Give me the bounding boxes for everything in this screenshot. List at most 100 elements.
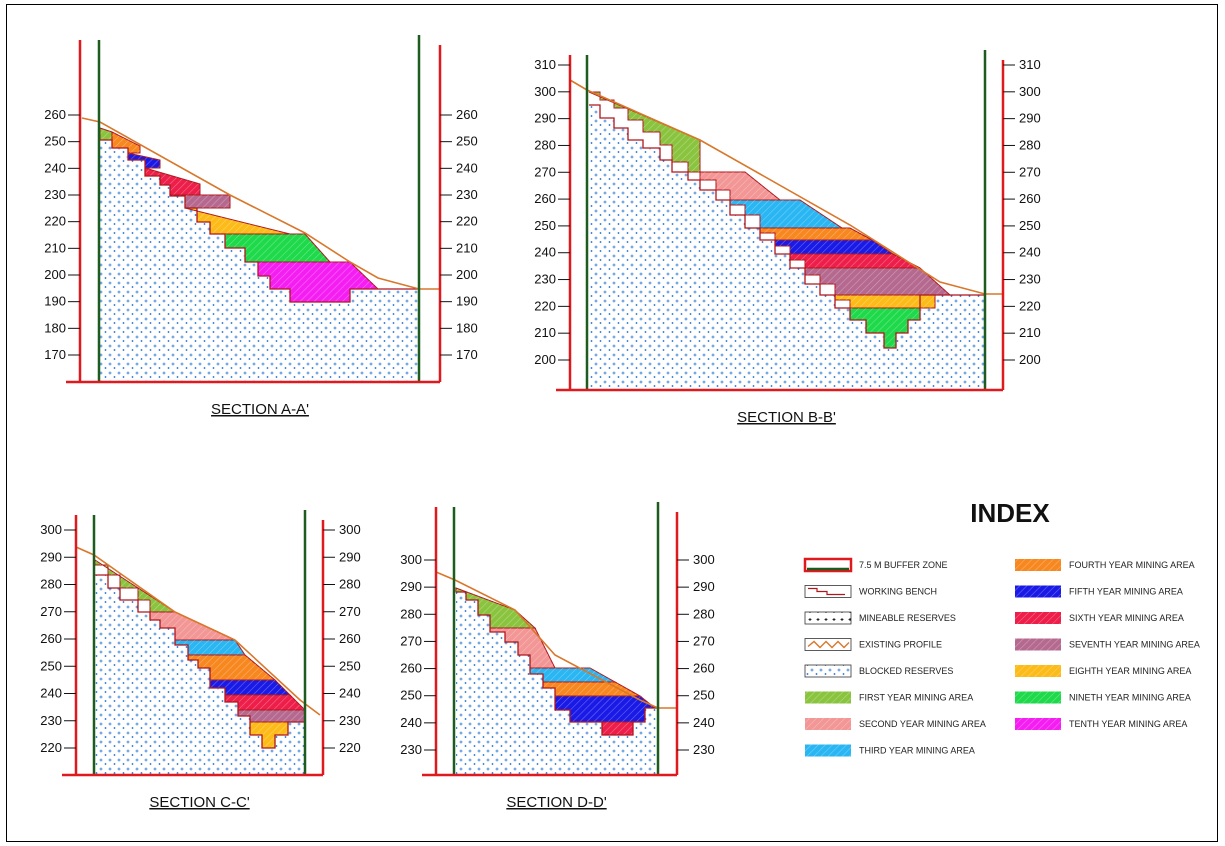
legend-label: MINEABLE RESERVES — [859, 613, 956, 623]
existing-profile-line — [81, 117, 440, 290]
year-10-symbol-hatch — [1015, 718, 1061, 730]
legend-item: NINETH YEAR MINING AREA — [1015, 691, 1191, 704]
working-bench-symbol-line — [808, 587, 845, 596]
legend-label: TENTH YEAR MINING AREA — [1069, 719, 1187, 729]
left-tick-label: 250 — [400, 688, 422, 703]
blocked-reserves-area — [456, 592, 658, 775]
year-4-hatch — [760, 228, 872, 240]
right-tick-label: 210 — [456, 240, 478, 255]
year-1-symbol-hatch — [805, 691, 851, 704]
left-tick-label: 280 — [40, 577, 62, 592]
year-10-hatch — [245, 262, 378, 302]
right-tick-label: 250 — [693, 688, 715, 703]
right-tick-label: 270 — [1019, 164, 1041, 179]
right-tick-label: 250 — [1019, 218, 1041, 233]
year-5-symbol-hatch — [1015, 585, 1061, 598]
mineable-reserves-symbol — [804, 611, 852, 625]
right-tick-label: 290 — [1019, 111, 1041, 126]
legend-item: SECOND YEAR MINING AREA — [805, 718, 986, 730]
right-tick-label: 220 — [456, 214, 478, 229]
right-tick-label: 290 — [339, 549, 361, 564]
year-6-hatch — [790, 254, 920, 268]
year-5-hatch — [775, 240, 893, 254]
legend-item: EXISTING PROFILE — [804, 638, 942, 651]
year-5-hatch — [128, 153, 160, 168]
left-tick-label: 270 — [534, 164, 556, 179]
existing-profile-symbol — [804, 638, 852, 651]
right-tick-label: 190 — [456, 294, 478, 309]
legend-item: THIRD YEAR MINING AREA — [805, 744, 975, 757]
right-tick-label: 260 — [339, 631, 361, 646]
left-tick-label: 250 — [534, 218, 556, 233]
year-9-hatch — [210, 234, 330, 262]
legend-label: FIFTH YEAR MINING AREA — [1069, 587, 1183, 597]
legend-label: NINETH YEAR MINING AREA — [1069, 693, 1191, 703]
year-1-hatch — [456, 588, 535, 628]
right-tick-label: 200 — [456, 267, 478, 282]
left-tick-label: 230 — [40, 713, 62, 728]
year-3-hatch — [175, 640, 245, 655]
legend-label: EXISTING PROFILE — [859, 640, 942, 650]
legend-label: FOURTH YEAR MINING AREA — [1069, 560, 1195, 570]
year-9-hatch — [850, 308, 920, 348]
year-2-hatch — [700, 172, 780, 200]
right-tick-label: 220 — [1019, 298, 1041, 313]
left-tick-label: 200 — [44, 267, 66, 282]
left-tick-label: 260 — [44, 107, 66, 122]
year-1-hatch — [589, 92, 700, 172]
left-tick-label: 310 — [534, 57, 556, 72]
legend-label: THIRD YEAR MINING AREA — [859, 746, 975, 756]
right-tick-label: 300 — [1019, 84, 1041, 99]
section-title: SECTION C-C' — [149, 794, 250, 811]
right-tick-label: 270 — [693, 633, 715, 648]
left-tick-label: 270 — [400, 633, 422, 648]
right-tick-label: 230 — [456, 187, 478, 202]
year-6-hatch — [602, 722, 633, 735]
year-6-hatch — [225, 695, 305, 710]
year-7-hatch — [238, 710, 305, 722]
section-a: 260 260 250 250 240 240 230 230 220 220 210 210 200 2… — [44, 35, 478, 418]
legend-item: FIFTH YEAR MINING AREA — [1015, 585, 1183, 598]
legend-item: MINEABLE RESERVES — [804, 611, 956, 625]
right-tick-label: 220 — [339, 740, 361, 755]
left-tick-label: 220 — [40, 740, 62, 755]
left-tick-label: 190 — [44, 294, 66, 309]
legend-item: WORKING BENCH — [804, 585, 937, 598]
right-tick-label: 230 — [693, 742, 715, 757]
left-tick-label: 290 — [40, 549, 62, 564]
left-tick-label: 260 — [534, 191, 556, 206]
right-tick-label: 300 — [339, 522, 361, 537]
year-8-hatch — [835, 295, 935, 308]
legend-item: 7.5 M BUFFER ZONE — [803, 557, 948, 573]
legend-label: WORKING BENCH — [859, 587, 937, 597]
right-tick-label: 280 — [1019, 137, 1041, 152]
right-tick-label: 310 — [1019, 57, 1041, 72]
legend-item: FOURTH YEAR MINING AREA — [1015, 559, 1195, 571]
right-tick-label: 240 — [339, 686, 361, 701]
left-tick-label: 210 — [534, 325, 556, 340]
blocked-reserves-area — [100, 140, 419, 382]
right-tick-label: 280 — [339, 577, 361, 592]
year-4-hatch — [188, 655, 275, 680]
right-tick-label: 270 — [339, 604, 361, 619]
right-tick-label: 260 — [693, 661, 715, 676]
year-6-symbol-hatch — [1015, 612, 1061, 624]
left-tick-label: 210 — [44, 240, 66, 255]
drawing-frame — [6, 4, 1218, 842]
right-tick-label: 240 — [456, 160, 478, 175]
right-tick-label: 210 — [1019, 325, 1041, 340]
working-bench-line — [456, 591, 658, 736]
right-tick-label: 170 — [456, 347, 478, 362]
year-7-symbol-hatch — [1015, 638, 1061, 651]
legend-item: TENTH YEAR MINING AREA — [1015, 718, 1187, 730]
right-tick-label: 260 — [1019, 191, 1041, 206]
legend-label: FIRST YEAR MINING AREA — [859, 693, 973, 703]
legend-label: 7.5 M BUFFER ZONE — [859, 560, 948, 570]
legend-item: SIXTH YEAR MINING AREA — [1015, 612, 1184, 624]
year-2-hatch — [490, 628, 555, 668]
legend-item: BLOCKED RESERVES — [804, 664, 953, 678]
existing-profile-symbol-line — [807, 640, 850, 649]
working-bench-line — [589, 104, 985, 349]
working-bench-line — [95, 574, 305, 749]
year-8-hatch — [250, 722, 288, 748]
